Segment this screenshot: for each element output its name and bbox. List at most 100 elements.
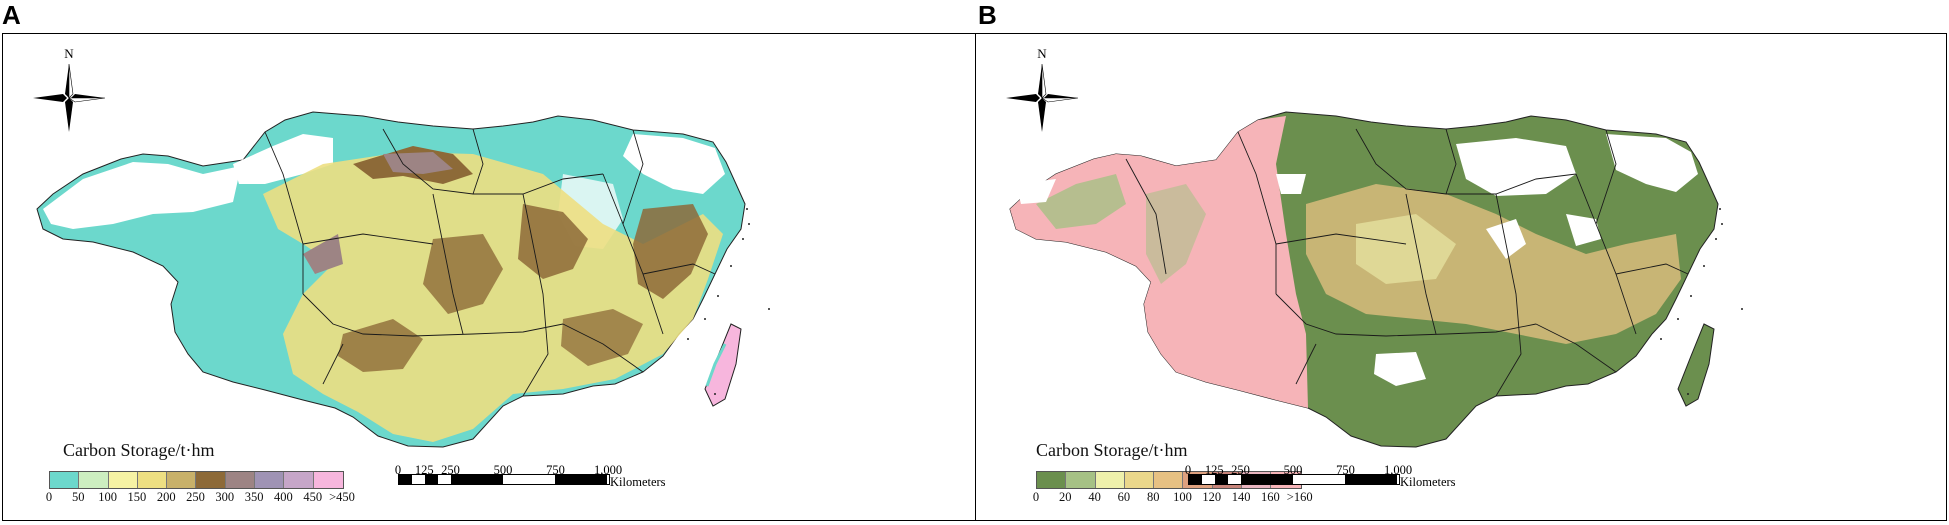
legend-tick-label: 350 bbox=[244, 490, 264, 504]
legend-swatch bbox=[313, 472, 343, 488]
legend-swatch bbox=[255, 472, 285, 488]
scale-tick-label: 750 bbox=[546, 463, 565, 477]
no-data-area bbox=[623, 134, 725, 194]
scale-segment bbox=[412, 475, 425, 484]
scale-segment bbox=[425, 475, 438, 484]
legend-swatch bbox=[1066, 472, 1096, 488]
coastal-islands-b bbox=[1660, 208, 1743, 395]
scale-tick-label: 1,000 bbox=[593, 463, 623, 477]
scale-tick-label: 0 bbox=[394, 463, 402, 477]
legend-tick-label: 80 bbox=[1146, 490, 1160, 504]
carbon-storage-map-b bbox=[1009, 111, 1743, 448]
high-carbon-zone bbox=[633, 204, 708, 299]
no-data-area-b bbox=[1606, 134, 1698, 192]
compass-icon bbox=[33, 63, 106, 132]
scale-segment bbox=[1241, 475, 1293, 484]
legend-swatch bbox=[284, 472, 314, 488]
scale-tick-label: 750 bbox=[1336, 463, 1355, 477]
taiwan-coast-a bbox=[705, 343, 727, 387]
scale-unit: Kilometers bbox=[610, 475, 666, 489]
panel-b-map: N Carbon Storage/t·hm 0 20 40 60 80 100 120 140… bbox=[975, 33, 1947, 521]
legend-swatch bbox=[1154, 472, 1184, 488]
scale-tick-label: 125 bbox=[1204, 463, 1224, 477]
coastal-islands-a bbox=[687, 208, 770, 395]
legend-tick-label: 120 bbox=[1202, 490, 1222, 504]
high-carbon-zone bbox=[423, 234, 503, 314]
legend-swatch bbox=[79, 472, 109, 488]
legend-tick-label: 300 bbox=[215, 490, 235, 504]
no-data-area-b bbox=[1456, 138, 1576, 196]
legend-tick-label: 100 bbox=[98, 490, 117, 504]
scale-segment bbox=[1228, 475, 1241, 484]
legend-tick-label: 140 bbox=[1231, 490, 1251, 504]
north-label: N bbox=[64, 46, 74, 61]
scale-unit: Kilometers bbox=[1400, 475, 1456, 489]
scale-tick-label: 125 bbox=[414, 463, 434, 477]
legend-swatch bbox=[1095, 472, 1125, 488]
legend-swatch bbox=[167, 472, 197, 488]
no-data-area-b bbox=[1374, 352, 1426, 386]
very-high-carbon-zone bbox=[303, 234, 343, 274]
mixed-zone bbox=[1146, 184, 1206, 284]
scale-tick-label: 500 bbox=[1283, 463, 1303, 477]
legend-title: Carbon Storage/t·hm bbox=[1036, 440, 1188, 460]
legend-tick-label: 400 bbox=[274, 490, 293, 504]
no-data-area-b bbox=[1276, 174, 1306, 194]
legend-tick-label: 20 bbox=[1059, 490, 1072, 504]
legend-tick-label: 50 bbox=[72, 490, 85, 504]
scale-bar bbox=[398, 474, 610, 485]
legend-tick-label: 60 bbox=[1117, 490, 1131, 504]
scale-segment bbox=[451, 475, 503, 484]
scale-tick-label: 1,000 bbox=[1383, 463, 1413, 477]
legend-tick-label: 40 bbox=[1088, 490, 1101, 504]
north-label: N bbox=[1037, 46, 1047, 61]
legend-swatch bbox=[225, 472, 256, 488]
legend-tick-label: 0 bbox=[45, 490, 53, 504]
no-data-area-b bbox=[1016, 179, 1056, 204]
legend-swatch bbox=[137, 472, 168, 488]
no-data-area-b bbox=[1486, 219, 1526, 259]
north-arrow-b: N bbox=[1004, 46, 1080, 136]
no-data-area-b bbox=[1566, 214, 1601, 246]
panel-a-map: N Carbon Storage/t·hm 0 50 100 150 200 250 300… bbox=[2, 33, 977, 521]
scale-bar bbox=[1188, 474, 1400, 485]
scale-segment bbox=[438, 475, 451, 484]
light-zone-b bbox=[1356, 214, 1456, 284]
legend-swatch bbox=[108, 472, 138, 488]
scale-segment bbox=[503, 475, 555, 484]
legend-tick-label: 450 bbox=[303, 490, 323, 504]
panel-b-letter: B bbox=[978, 0, 997, 30]
province-borders-b bbox=[1125, 128, 1689, 397]
legend-tick-label: 0 bbox=[1032, 490, 1040, 504]
legend-tick-label: 250 bbox=[186, 490, 205, 504]
scale-segment bbox=[1215, 475, 1228, 484]
legend-tick-label: 150 bbox=[127, 490, 147, 504]
legend-tick-label: >160 bbox=[1286, 490, 1313, 504]
compass-icon bbox=[1006, 63, 1079, 132]
scale-tick-label: 250 bbox=[441, 463, 460, 477]
legend-tick-label: 100 bbox=[1173, 490, 1192, 504]
scale-tick-label: 250 bbox=[1231, 463, 1250, 477]
legend-title: Carbon Storage/t·hm bbox=[63, 440, 215, 460]
legend-swatch bbox=[50, 472, 80, 488]
legend-swatch bbox=[1037, 472, 1067, 488]
legend-swatch bbox=[196, 472, 226, 488]
panel-a-letter: A bbox=[2, 0, 21, 30]
scale-segment bbox=[1293, 475, 1345, 484]
scale-segment bbox=[1345, 475, 1397, 484]
legend-tick-label: >450 bbox=[329, 490, 355, 504]
province-borders bbox=[264, 128, 716, 397]
scale-segment bbox=[555, 475, 607, 484]
scale-segment bbox=[1202, 475, 1215, 484]
legend-tick-label: 200 bbox=[156, 490, 176, 504]
very-high-carbon-zone bbox=[383, 152, 453, 174]
scale-segment bbox=[399, 475, 412, 484]
taiwan-island-a bbox=[704, 323, 742, 407]
north-arrow-a: N bbox=[31, 46, 107, 136]
scale-segment bbox=[1189, 475, 1202, 484]
carbon-storage-map-a bbox=[36, 111, 770, 448]
taiwan-island-b bbox=[1677, 323, 1715, 407]
legend-tick-label: 160 bbox=[1261, 490, 1280, 504]
legend-swatch bbox=[1124, 472, 1155, 488]
legend-color-bar bbox=[49, 471, 344, 489]
